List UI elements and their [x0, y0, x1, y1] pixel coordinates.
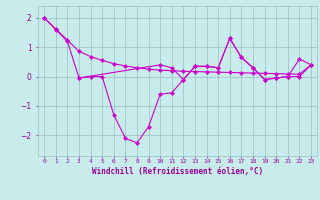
X-axis label: Windchill (Refroidissement éolien,°C): Windchill (Refroidissement éolien,°C) — [92, 167, 263, 176]
